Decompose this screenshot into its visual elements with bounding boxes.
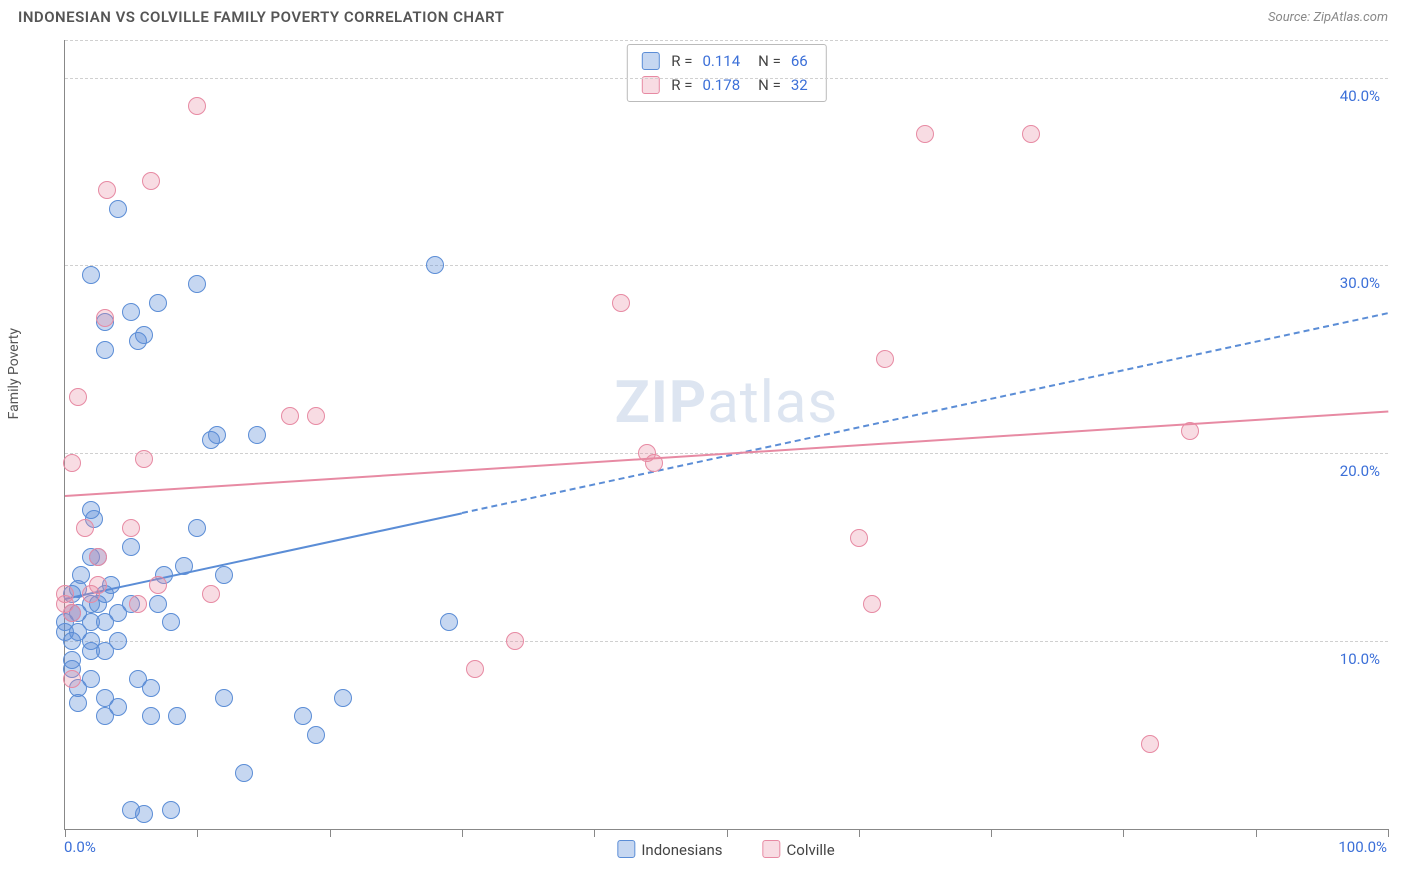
data-point xyxy=(142,679,160,697)
data-point xyxy=(98,181,116,199)
data-point xyxy=(82,670,100,688)
y-tick-label: 20.0% xyxy=(1340,462,1380,480)
data-point xyxy=(129,595,147,613)
data-point xyxy=(281,407,299,425)
data-point xyxy=(188,97,206,115)
data-point xyxy=(307,407,325,425)
data-point xyxy=(135,805,153,823)
data-point xyxy=(142,707,160,725)
data-point xyxy=(122,519,140,537)
legend-swatch xyxy=(641,52,659,70)
data-point xyxy=(122,538,140,556)
x-tick-label: 100.0% xyxy=(1338,838,1387,856)
chart-title: INDONESIAN VS COLVILLE FAMILY POVERTY CO… xyxy=(18,8,504,26)
data-point xyxy=(162,613,180,631)
data-point xyxy=(149,595,167,613)
x-tick-label: 0.0% xyxy=(64,838,96,856)
data-point xyxy=(440,613,458,631)
data-point xyxy=(135,450,153,468)
data-point xyxy=(109,632,127,650)
chart-source: Source: ZipAtlas.com xyxy=(1268,10,1388,25)
data-point xyxy=(109,200,127,218)
series-legend: Indonesians Colville xyxy=(617,840,834,859)
gridline xyxy=(65,265,1388,266)
data-point xyxy=(63,604,81,622)
data-point xyxy=(863,595,881,613)
gridline xyxy=(65,78,1388,79)
data-point xyxy=(188,519,206,537)
data-point xyxy=(506,632,524,650)
data-point xyxy=(63,454,81,472)
data-point xyxy=(82,266,100,284)
data-point xyxy=(149,294,167,312)
legend-row: R =0.114N =66 xyxy=(641,49,811,73)
data-point xyxy=(175,557,193,575)
data-point xyxy=(142,172,160,190)
legend-swatch xyxy=(617,840,635,858)
data-point xyxy=(109,698,127,716)
data-point xyxy=(72,566,90,584)
legend-item: Indonesians xyxy=(617,840,722,859)
legend-item: Colville xyxy=(763,840,835,859)
data-point xyxy=(149,576,167,594)
scatter-plot: ZIPatlas R =0.114N =66R =0.178N =32 10.0… xyxy=(64,40,1388,830)
data-point xyxy=(294,707,312,725)
data-point xyxy=(1141,735,1159,753)
data-point xyxy=(202,585,220,603)
trend-line-dashed xyxy=(462,312,1389,514)
data-point xyxy=(466,660,484,678)
data-point xyxy=(56,585,74,603)
data-point xyxy=(426,256,444,274)
data-point xyxy=(645,454,663,472)
y-tick-label: 10.0% xyxy=(1340,650,1380,668)
data-point xyxy=(168,707,186,725)
y-axis-label: Family Poverty xyxy=(6,328,22,419)
watermark: ZIPatlas xyxy=(615,369,839,437)
data-point xyxy=(208,426,226,444)
data-point xyxy=(76,519,94,537)
data-point xyxy=(235,764,253,782)
data-point xyxy=(307,726,325,744)
data-point xyxy=(612,294,630,312)
legend-swatch xyxy=(763,840,781,858)
y-tick-label: 30.0% xyxy=(1340,274,1380,292)
data-point xyxy=(96,341,114,359)
legend-swatch xyxy=(641,76,659,94)
data-point xyxy=(334,689,352,707)
data-point xyxy=(89,548,107,566)
data-point xyxy=(96,309,114,327)
data-point xyxy=(215,566,233,584)
correlation-legend: R =0.114N =66R =0.178N =32 xyxy=(626,44,826,102)
data-point xyxy=(1022,125,1040,143)
data-point xyxy=(162,801,180,819)
y-tick-label: 40.0% xyxy=(1340,87,1380,105)
data-point xyxy=(916,125,934,143)
data-point xyxy=(850,529,868,547)
data-point xyxy=(122,303,140,321)
gridline xyxy=(65,641,1388,642)
data-point xyxy=(188,275,206,293)
data-point xyxy=(1181,422,1199,440)
data-point xyxy=(876,350,894,368)
data-point xyxy=(69,388,87,406)
data-point xyxy=(248,426,266,444)
data-point xyxy=(89,576,107,594)
data-point xyxy=(63,670,81,688)
data-point xyxy=(215,689,233,707)
data-point xyxy=(135,326,153,344)
x-tick xyxy=(1388,829,1389,837)
